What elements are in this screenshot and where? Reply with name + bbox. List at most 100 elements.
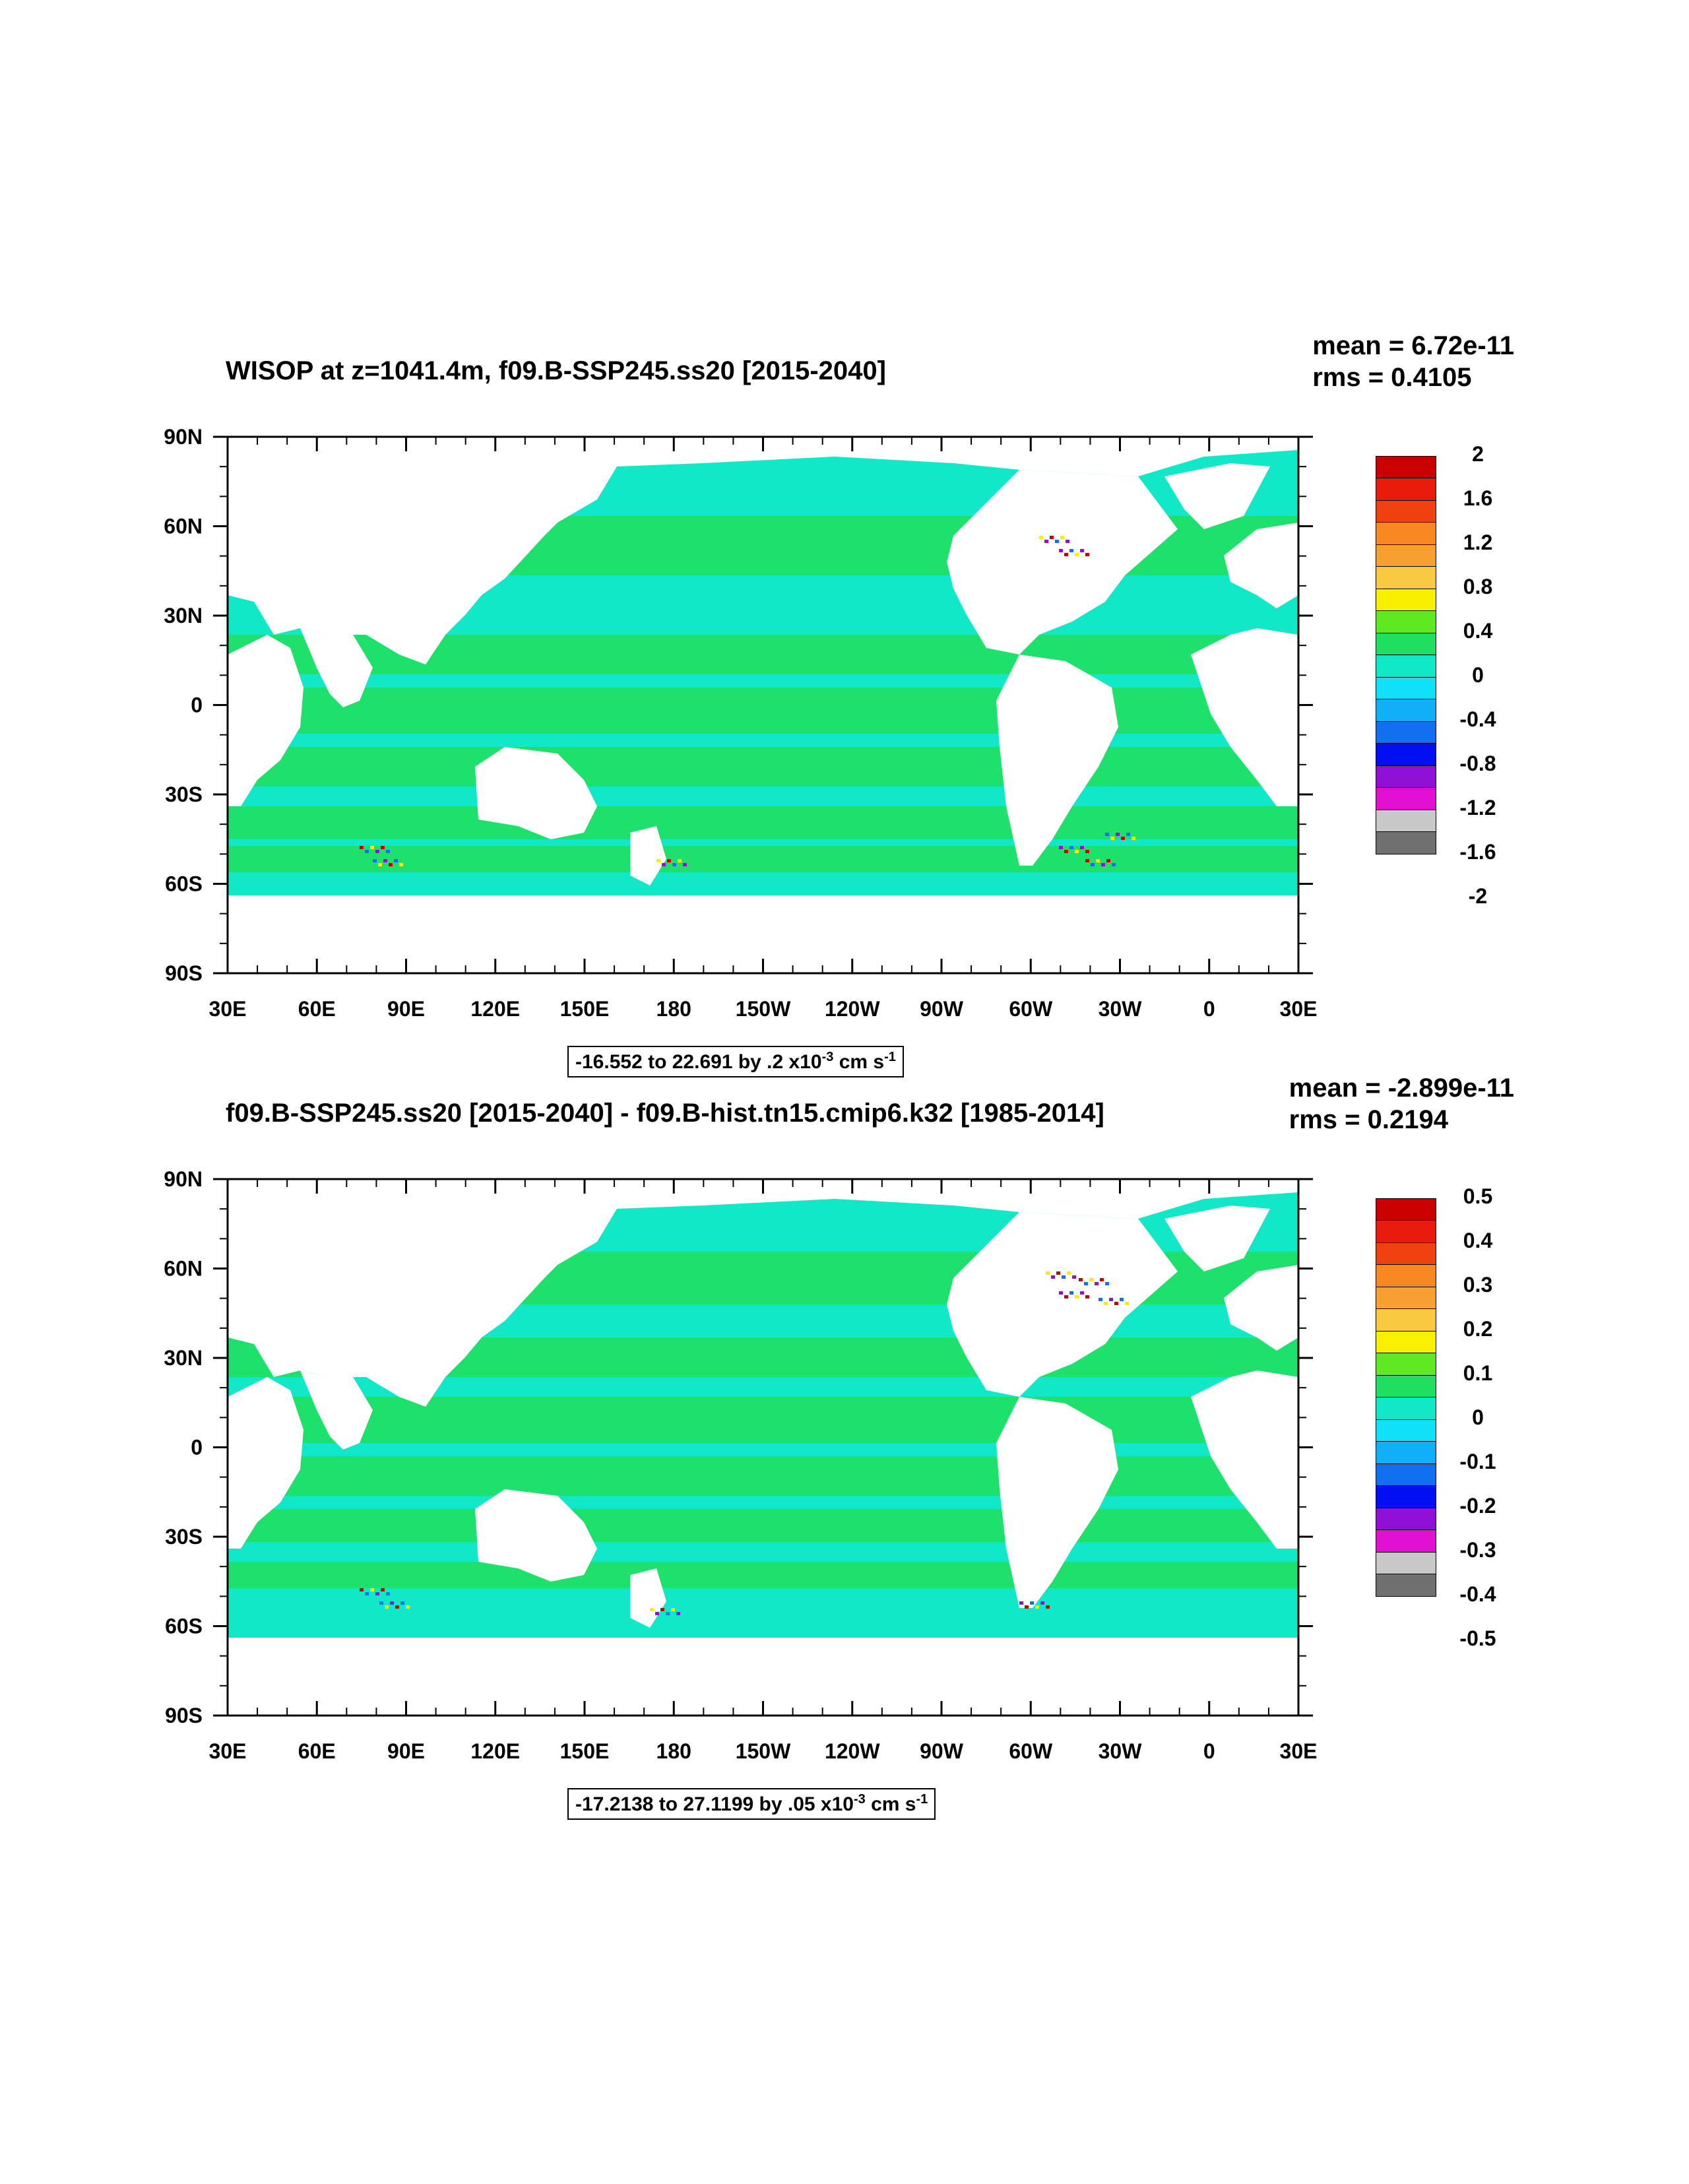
anomaly-cell <box>1089 1278 1093 1281</box>
ocean-map: 30E 60E 90E 120E 150E 180 150W 120W 90W 60W 30W 0 30… <box>164 1167 1317 1763</box>
colorbar-cell <box>1376 1374 1436 1398</box>
green-band <box>228 846 1298 872</box>
rms-stat: rms = 0.2194 <box>1289 1105 1448 1134</box>
anomaly-cell <box>400 1601 404 1605</box>
colorbar-cell <box>1376 1507 1436 1531</box>
anomaly-cell <box>1059 549 1063 552</box>
colorbar-cell <box>1376 1529 1436 1553</box>
lon-label: 120E <box>470 1739 520 1763</box>
anomaly-cell <box>1085 850 1089 853</box>
lat-label: 30N <box>164 1346 203 1370</box>
anomaly-cell <box>1121 837 1125 840</box>
rms-stat: rms = 0.4105 <box>1312 363 1472 392</box>
colorbar-label: 1.2 <box>1463 530 1493 554</box>
map-panel-1: WISOP at z=1041.4m, f09.B-SSP245.ss20 [2… <box>0 331 1689 1095</box>
colorbar-label: 0.8 <box>1463 575 1493 598</box>
colorbar-cell <box>1376 1308 1436 1332</box>
green-band <box>228 1562 1298 1588</box>
colorbar-label: -0.2 <box>1459 1494 1496 1518</box>
anomaly-cell <box>1075 553 1079 556</box>
colorbar-label: 1.6 <box>1463 486 1493 510</box>
anomaly-cell <box>360 1588 364 1591</box>
panel-stats: mean = -2.899e-11 rms = 0.2194 <box>1289 1072 1514 1136</box>
land-namerica <box>947 470 1178 655</box>
land-asia <box>228 1179 1298 1407</box>
land-africa_east <box>1191 1370 1298 1549</box>
anomaly-cell <box>683 863 687 866</box>
map-frame: 30E 60E 90E 120E 150E 180 150W 120W 90W 60W 30W 0 30… <box>164 425 1317 1021</box>
anomaly-cell <box>667 859 671 862</box>
colorbar-cell <box>1376 478 1436 501</box>
anomaly-cell <box>1114 1302 1118 1305</box>
land-asia <box>228 437 1298 664</box>
land-india <box>300 628 373 707</box>
lon-label: 0 <box>1203 997 1215 1021</box>
land-samerica <box>996 655 1118 866</box>
land-greenland <box>1164 463 1270 529</box>
lon-label: 120E <box>470 997 520 1021</box>
anomaly-cell <box>360 846 364 849</box>
anomaly-cell <box>1126 833 1130 836</box>
lon-label: 150E <box>560 997 610 1021</box>
land-europe <box>1224 523 1298 608</box>
anomaly-cell <box>1046 1271 1050 1275</box>
lat-label: 90S <box>165 1704 203 1727</box>
colorbar-label: 0.3 <box>1463 1273 1493 1297</box>
panel-title: WISOP at z=1041.4m, f09.B-SSP245.ss20 [2… <box>226 356 886 385</box>
anomaly-cell <box>375 1592 379 1595</box>
colorbar-label: 0.4 <box>1463 619 1493 643</box>
lon-label: 30W <box>1099 1739 1143 1763</box>
panel-stats: mean = 6.72e-11 rms = 0.4105 <box>1312 330 1514 393</box>
anomaly-cell <box>1116 833 1120 836</box>
colorbar-cell <box>1376 1551 1436 1575</box>
colorbar-cell <box>1376 588 1436 612</box>
colorbar-label: 0.5 <box>1463 1184 1493 1208</box>
anomaly-cell <box>1075 1295 1079 1299</box>
colorbar-cell <box>1376 1463 1436 1487</box>
lon-label: 30E <box>1280 997 1318 1021</box>
anomaly-cell <box>666 1612 670 1615</box>
colorbar-cell <box>1376 765 1436 788</box>
anomaly-cell <box>1066 540 1069 543</box>
anomaly-cell <box>655 1612 659 1615</box>
anomaly-cell <box>1030 1601 1034 1605</box>
colorbar-cell <box>1376 1419 1436 1442</box>
anomaly-cell <box>660 1608 664 1611</box>
anomaly-cell <box>381 1588 385 1591</box>
lon-label: 150W <box>736 997 791 1021</box>
panel-title: f09.B-SSP245.ss20 [2015-2040] - f09.B-hi… <box>226 1099 1104 1128</box>
colorbar-cell <box>1376 721 1436 744</box>
anomaly-cell <box>385 1605 389 1609</box>
contour-range-box: -16.552 to 22.691 by .2 x10-3 cm s-1 <box>567 1046 904 1077</box>
colorbar-label: 0 <box>1472 663 1484 687</box>
anomaly-cell <box>1067 1271 1071 1275</box>
colorbar-cell <box>1376 499 1436 523</box>
anomaly-cell <box>1080 846 1084 849</box>
anomaly-cell <box>1085 1295 1089 1299</box>
colorbar-label: 2 <box>1472 442 1484 466</box>
colorbar-label: 0.4 <box>1463 1229 1493 1252</box>
anomaly-cell <box>1064 1295 1068 1299</box>
anomaly-cell <box>1084 1282 1088 1285</box>
anomaly-cell <box>1019 1601 1023 1605</box>
colorbar-cell <box>1376 1220 1436 1243</box>
colorbar-label: -0.8 <box>1459 752 1496 775</box>
anomaly-cell <box>1120 1298 1124 1301</box>
colorbar-cell <box>1376 610 1436 633</box>
land-africa <box>228 1377 303 1549</box>
anomaly-cell <box>1095 1282 1099 1285</box>
colorbar-label: -0.4 <box>1459 707 1496 731</box>
colorbar-cell <box>1376 1485 1436 1508</box>
colorbar-cell <box>1376 1198 1436 1221</box>
anomaly-cell <box>389 863 393 866</box>
colorbar-cell <box>1376 676 1436 700</box>
land-africa_east <box>1191 628 1298 806</box>
anomaly-cell <box>1101 863 1105 866</box>
anomaly-cell <box>1069 846 1073 849</box>
colorbar-cell <box>1376 787 1436 810</box>
colorbar-cell <box>1376 1441 1436 1464</box>
anomaly-cell <box>650 1608 654 1611</box>
map-panel-2: f09.B-SSP245.ss20 [2015-2040] - f09.B-hi… <box>0 1074 1689 1838</box>
colorbar-cell <box>1376 1242 1436 1266</box>
anomaly-cell <box>1080 1291 1084 1295</box>
